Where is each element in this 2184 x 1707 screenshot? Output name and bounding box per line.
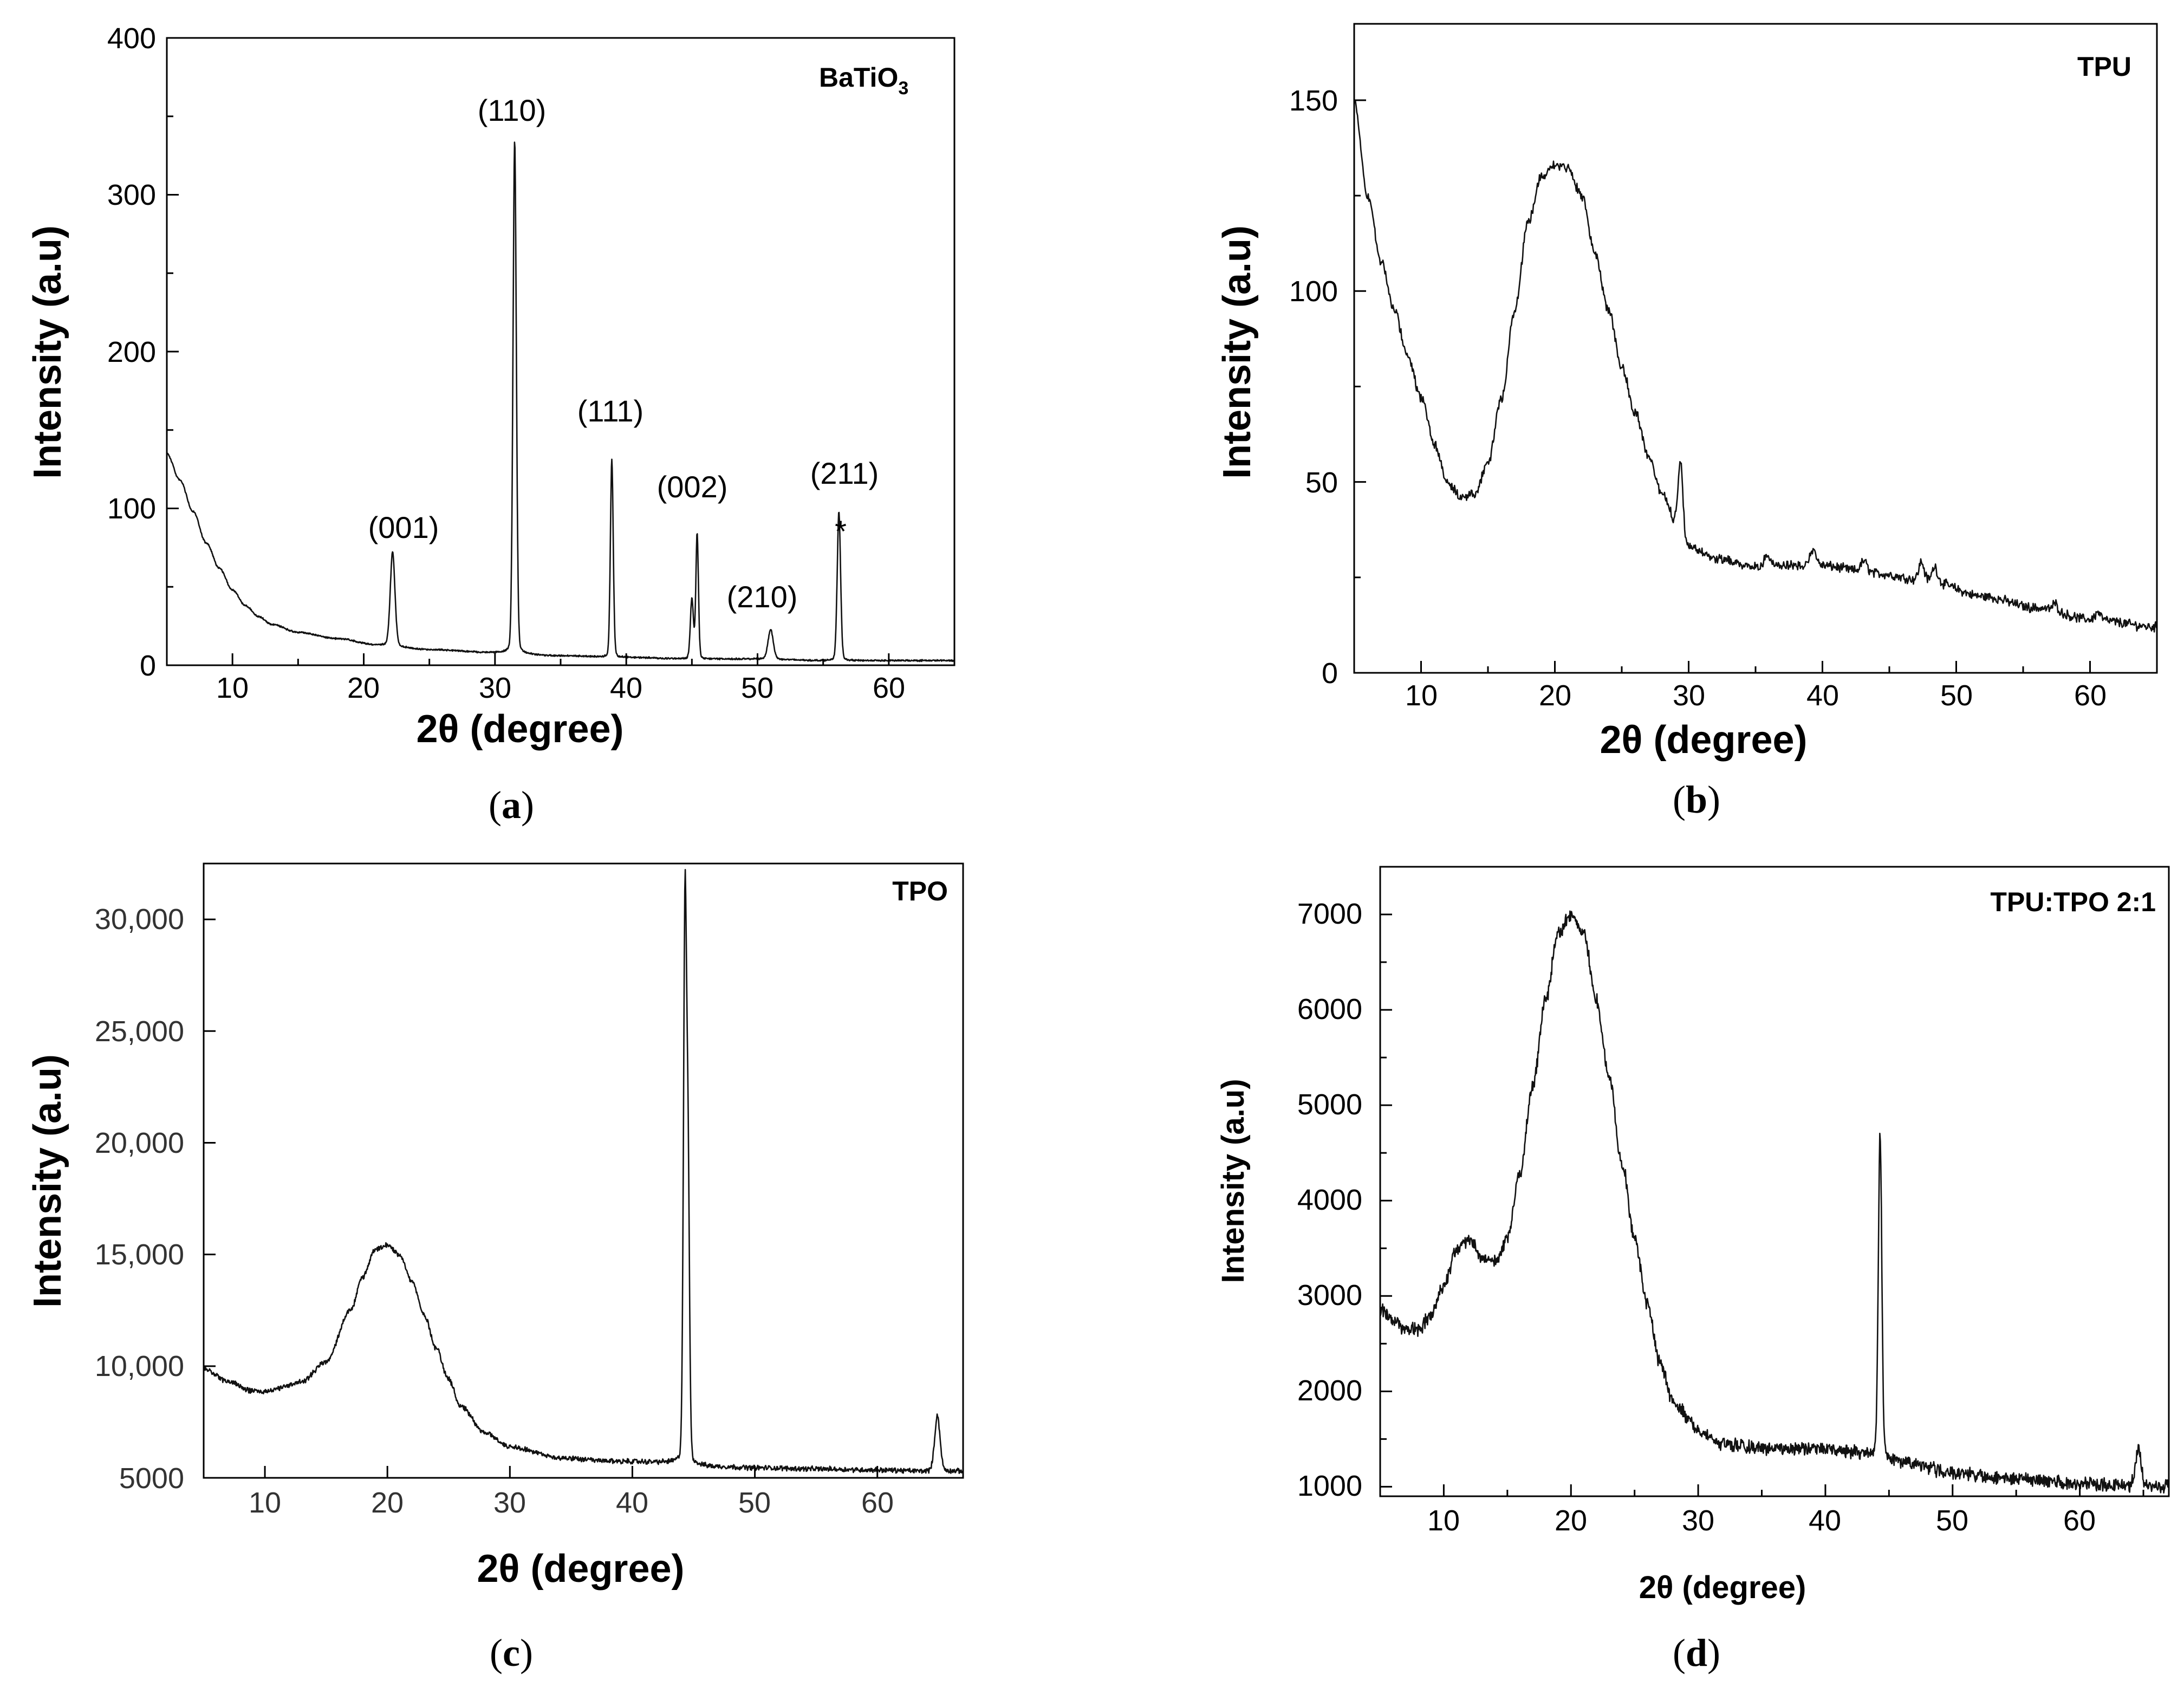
panel-b-ytick-label: 150	[1289, 85, 1338, 117]
panel-c-xtick-label: 10	[249, 1487, 281, 1519]
panel-c-xtick-label: 30	[493, 1487, 526, 1519]
panel-d-caption: (d)	[1673, 1631, 1720, 1674]
panel-b-plot-frame	[1353, 23, 2158, 674]
panel-b-xtick-label: 50	[1940, 679, 1973, 712]
panel-c-xtick-label: 50	[738, 1487, 771, 1519]
panel-d-xtick-label: 60	[2063, 1504, 2096, 1537]
panel-c-ytick-label: 10,000	[95, 1350, 184, 1383]
panel-b-sample-label: TPU	[2077, 51, 2131, 82]
panel-d-xtick-label: 50	[1936, 1504, 1968, 1537]
panel-c-traces	[203, 869, 964, 1474]
panel-a-peak-label: (002)	[657, 470, 728, 504]
panel-a-star-marker: *	[835, 514, 847, 548]
panel-b-ytick-label: 50	[1305, 466, 1338, 499]
panel-a-peak-label: (111)	[577, 394, 644, 428]
panel-d-ticks	[1379, 866, 2144, 1496]
panel-a-ytick-label: 100	[107, 492, 156, 525]
panel-a-ytick-label: 400	[107, 22, 156, 55]
panel-b-ytick-label: 100	[1289, 275, 1338, 308]
panel-d-xtick-label: 30	[1682, 1504, 1714, 1537]
panel-c-ytick-label: 25,000	[95, 1015, 184, 1048]
panel-d: 10 20 30 40 50 60 1000 2000 3000 4000 50…	[1216, 866, 2170, 1674]
panel-b-xtick-label: 20	[1539, 679, 1571, 712]
panel-c-xtick-labels: 10 20 30 40 50 60	[249, 1487, 894, 1519]
panel-a-xtick-label: 10	[216, 672, 249, 704]
panel-a-traces	[166, 141, 955, 663]
panel-a-xtick-labels: 10 20 30 40 50 60	[216, 672, 905, 704]
panel-a-peak-label: (001)	[368, 510, 439, 544]
panel-d-xtick-label: 40	[1809, 1504, 1841, 1537]
panel-a-xtick-label: 60	[873, 672, 905, 704]
panel-a-peak-label: (210)	[727, 580, 798, 614]
panel-a-ytick-labels: 0 100 200 300 400	[107, 22, 156, 682]
panel-d-plot-frame	[1379, 866, 2170, 1497]
panel-a-xtick-label: 20	[347, 672, 380, 704]
panel-d-ytick-label: 6000	[1297, 993, 1362, 1026]
panel-d-ytick-label: 7000	[1297, 898, 1362, 930]
panel-a: 10 20 30 40 50 60 0 100 200 300 400 2θ (…	[26, 22, 955, 827]
panel-a-ticks	[166, 37, 955, 666]
panel-d-ytick-label: 5000	[1297, 1088, 1362, 1121]
panel-a-series-line	[166, 141, 955, 663]
panel-b-y-axis-title: Intensity (a.u)	[1216, 225, 1259, 479]
panel-b: 10 20 30 40 50 60 0 50 100 150 2θ (degre…	[1216, 23, 2158, 821]
panel-d-xtick-label: 20	[1555, 1504, 1587, 1537]
panel-d-ytick-label: 4000	[1297, 1184, 1362, 1216]
panel-a-ytick-label: 300	[107, 179, 156, 211]
panel-c-xtick-label: 40	[616, 1487, 648, 1519]
panel-c-sample-label: TPO	[892, 876, 948, 906]
panel-b-xtick-label: 10	[1405, 679, 1438, 712]
panel-a-x-axis-title: 2θ (degree)	[416, 708, 623, 751]
panel-a-xtick-label: 30	[479, 672, 511, 704]
panel-d-traces	[1379, 910, 2169, 1494]
panel-a-peak-label: (110)	[478, 93, 547, 127]
panel-b-xtick-label: 60	[2074, 679, 2107, 712]
panel-c-ytick-label: 5000	[119, 1462, 184, 1495]
panel-b-xtick-label: 30	[1673, 679, 1705, 712]
panel-a-peak-labels: (001) (110) (111) (002) (210) (211) *	[368, 93, 879, 614]
panel-c-xtick-label: 60	[861, 1487, 894, 1519]
panel-b-xtick-labels: 10 20 30 40 50 60	[1405, 679, 2107, 712]
panel-a-y-axis-title: Intensity (a.u)	[26, 225, 69, 479]
panel-a-ytick-label: 0	[140, 650, 156, 682]
panel-b-ticks	[1353, 99, 2158, 674]
panel-c-x-axis-title: 2θ (degree)	[477, 1547, 684, 1591]
panel-c-ticks	[204, 918, 879, 1479]
panel-d-ytick-label: 2000	[1297, 1374, 1362, 1407]
panel-d-ytick-labels: 1000 2000 3000 4000 5000 6000 7000	[1297, 898, 1362, 1502]
panel-d-ytick-label: 3000	[1297, 1279, 1362, 1312]
panel-c-ytick-labels: 5000 10,000 15,000 20,000 25,000 30,000	[95, 903, 184, 1495]
panel-c-ytick-label: 20,000	[95, 1127, 184, 1159]
panel-c-y-axis-title: Intensity (a.u)	[26, 1054, 69, 1308]
panel-a-sample-label: BaTiO3	[819, 62, 908, 99]
panel-d-xtick-label: 10	[1427, 1504, 1460, 1537]
panel-a-ytick-label: 200	[107, 336, 156, 368]
panel-d-series-line	[1379, 910, 2169, 1494]
panel-d-y-axis-title: Intensity (a.u)	[1216, 1079, 1251, 1283]
panel-d-sample-label: TPU:TPO 2:1	[1990, 887, 2156, 917]
panel-b-caption: (b)	[1673, 778, 1720, 821]
panel-b-traces	[1354, 100, 2158, 633]
panel-a-peak-label: (211)	[810, 456, 879, 490]
panel-c-ytick-label: 15,000	[95, 1238, 184, 1271]
panel-d-xtick-labels: 10 20 30 40 50 60	[1427, 1504, 2096, 1537]
panel-c-ytick-label: 30,000	[95, 903, 184, 936]
panel-b-ytick-label: 0	[1322, 657, 1338, 690]
panel-b-x-axis-title: 2θ (degree)	[1600, 718, 1807, 762]
panel-c: 10 20 30 40 50 60 5000 10,000 15,000 20,…	[26, 862, 964, 1674]
panel-b-series-line	[1354, 100, 2158, 633]
panel-c-series-line	[203, 869, 964, 1474]
panel-a-caption: (a)	[489, 783, 534, 827]
panel-c-caption: (c)	[490, 1631, 533, 1674]
panel-b-xtick-label: 40	[1806, 679, 1839, 712]
panel-b-ytick-labels: 0 50 100 150	[1289, 85, 1338, 690]
panel-c-plot-frame	[203, 862, 964, 1479]
panel-a-xtick-label: 50	[741, 672, 774, 704]
panel-a-plot-frame	[166, 37, 955, 666]
panel-c-xtick-label: 20	[371, 1487, 404, 1519]
panel-d-x-axis-title: 2θ (degree)	[1639, 1570, 1806, 1605]
panel-a-xtick-label: 40	[610, 672, 642, 704]
panel-d-ytick-label: 1000	[1297, 1470, 1362, 1502]
